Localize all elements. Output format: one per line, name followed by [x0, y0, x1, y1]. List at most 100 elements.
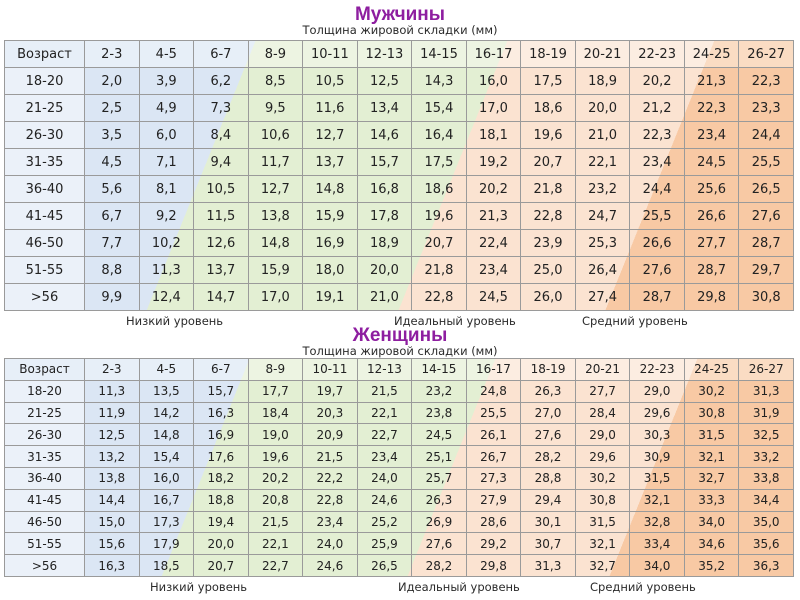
value-cell: 33,3	[683, 488, 740, 512]
value-cell: 22,3	[738, 67, 794, 95]
value-cell: 19,6	[247, 445, 304, 468]
value-cell: 11,7	[247, 148, 304, 176]
value-cell: 27,6	[520, 423, 576, 447]
value-cell: 15,0	[84, 510, 140, 534]
fold-header-cell: 10-11	[302, 40, 358, 68]
value-cell: 24,0	[302, 532, 358, 556]
value-cell: 27,7	[683, 229, 740, 257]
value-cell: 16,9	[193, 423, 249, 447]
value-cell: 34,0	[629, 554, 685, 577]
value-cell: 7,3	[193, 94, 249, 122]
fold-header-cell: 18-19	[520, 358, 576, 381]
value-cell: 20,7	[520, 148, 576, 176]
value-cell: 15,7	[193, 379, 249, 403]
age-cell: 51-55	[4, 532, 85, 556]
value-cell: 17,0	[465, 94, 522, 122]
value-cell: 26,5	[738, 175, 794, 203]
value-cell: 30,8	[683, 401, 740, 425]
women-level-mid: Средний уровень	[590, 580, 696, 594]
value-cell: 18,6	[520, 94, 576, 122]
women-level-low: Низкий уровень	[150, 580, 248, 594]
value-cell: 21,3	[465, 202, 522, 230]
value-cell: 21,2	[629, 94, 685, 122]
table-row: 21-25 2,5 4,9 7,3 9,5 11,6 13,4 15,4 17,0 18,6 20,…	[4, 94, 794, 122]
value-cell: 27,0	[520, 401, 576, 425]
fold-header-cell: 14-15	[411, 40, 467, 68]
value-cell: 15,4	[138, 445, 195, 468]
value-cell: 24,6	[302, 554, 358, 577]
value-cell: 18,8	[193, 488, 249, 512]
value-cell: 29,0	[629, 379, 685, 403]
value-cell: 34,6	[683, 532, 740, 556]
value-cell: 8,5	[247, 67, 304, 95]
value-cell: 30,8	[574, 488, 631, 512]
value-cell: 24,4	[629, 175, 685, 203]
women-title: Женщины	[352, 325, 448, 346]
value-cell: 11,3	[84, 379, 140, 403]
value-cell: 25,3	[574, 229, 631, 257]
value-cell: 33,2	[738, 445, 794, 468]
age-cell: 26-30	[4, 423, 85, 447]
value-cell: 28,2	[520, 445, 576, 468]
value-cell: 25,5	[629, 202, 685, 230]
fold-header-cell: 8-9	[247, 40, 304, 68]
value-cell: 30,2	[683, 379, 740, 403]
value-cell: 14,8	[138, 423, 195, 447]
women-subtitle: Толщина жировой складки (мм)	[302, 344, 498, 358]
value-cell: 35,6	[738, 532, 794, 556]
value-cell: 19,1	[302, 283, 358, 311]
value-cell: 2,0	[84, 67, 140, 95]
value-cell: 22,1	[247, 532, 304, 556]
table-row: 51-55 15,6 17,9 20,0 22,1 24,0 25,9 27,6 29,2 30,…	[4, 532, 794, 556]
value-cell: 8,1	[138, 175, 195, 203]
age-cell: 36-40	[4, 466, 85, 490]
value-cell: 18,4	[247, 401, 304, 425]
fold-header-cell: 24-25	[683, 358, 740, 381]
value-cell: 30,1	[520, 510, 576, 534]
value-cell: 9,2	[138, 202, 195, 230]
fold-header-cell: 26-27	[738, 40, 794, 68]
value-cell: 32,1	[629, 488, 685, 512]
table-row: 46-50 15,0 17,3 19,4 21,5 23,4 25,2 26,9 28,6 30,…	[4, 510, 794, 534]
fold-header-cell: 20-21	[574, 358, 631, 381]
table-row: 41-45 14,4 16,7 18,8 20,8 22,8 24,6 26,3 27,9 29,…	[4, 488, 794, 512]
table-row: 36-40 13,8 16,0 18,2 20,2 22,2 24,0 25,7 27,3 28,…	[4, 466, 794, 490]
value-cell: 32,7	[574, 554, 631, 577]
table-row: 31-35 4,5 7,1 9,4 11,7 13,7 15,7 17,5 19,2 20,7 22…	[4, 148, 794, 176]
value-cell: 26,3	[520, 379, 576, 403]
value-cell: 32,7	[683, 466, 740, 490]
value-cell: 32,1	[683, 445, 740, 468]
value-cell: 18,5	[138, 554, 195, 577]
age-cell: 41-45	[4, 488, 85, 512]
fold-header-cell: 22-23	[629, 358, 685, 381]
value-cell: 29,6	[629, 401, 685, 425]
men-level-legend: Низкий уровень Идеальный уровень Средний…	[0, 314, 800, 330]
value-cell: 26,9	[411, 510, 467, 534]
value-cell: 22,8	[520, 202, 576, 230]
value-cell: 17,7	[247, 379, 304, 403]
value-cell: 27,7	[574, 379, 631, 403]
table-row: 46-50 7,7 10,2 12,6 14,8 16,9 18,9 20,7 22,4 23,9…	[4, 229, 794, 257]
value-cell: 25,7	[411, 466, 467, 490]
value-cell: 32,8	[629, 510, 685, 534]
age-cell: >56	[4, 554, 85, 577]
value-cell: 22,8	[302, 488, 358, 512]
value-cell: 32,5	[738, 423, 794, 447]
value-cell: 25,2	[356, 510, 413, 534]
fold-header-cell: 12-13	[356, 358, 413, 381]
value-cell: 11,9	[84, 401, 140, 425]
value-cell: 22,2	[302, 466, 358, 490]
value-cell: 28,7	[738, 229, 794, 257]
value-cell: 22,3	[629, 121, 685, 149]
value-cell: 26,4	[574, 256, 631, 284]
value-cell: 20,8	[247, 488, 304, 512]
value-cell: 14,6	[356, 121, 413, 149]
value-cell: 23,3	[738, 94, 794, 122]
value-cell: 22,4	[465, 229, 522, 257]
value-cell: 18,6	[411, 175, 467, 203]
table-row: 26-30 3,5 6,0 8,4 10,6 12,7 14,6 16,4 18,1 19,6 21…	[4, 121, 794, 149]
value-cell: 13,8	[84, 466, 140, 490]
value-cell: 10,5	[193, 175, 249, 203]
value-cell: 12,4	[138, 283, 195, 311]
value-cell: 10,5	[302, 67, 358, 95]
